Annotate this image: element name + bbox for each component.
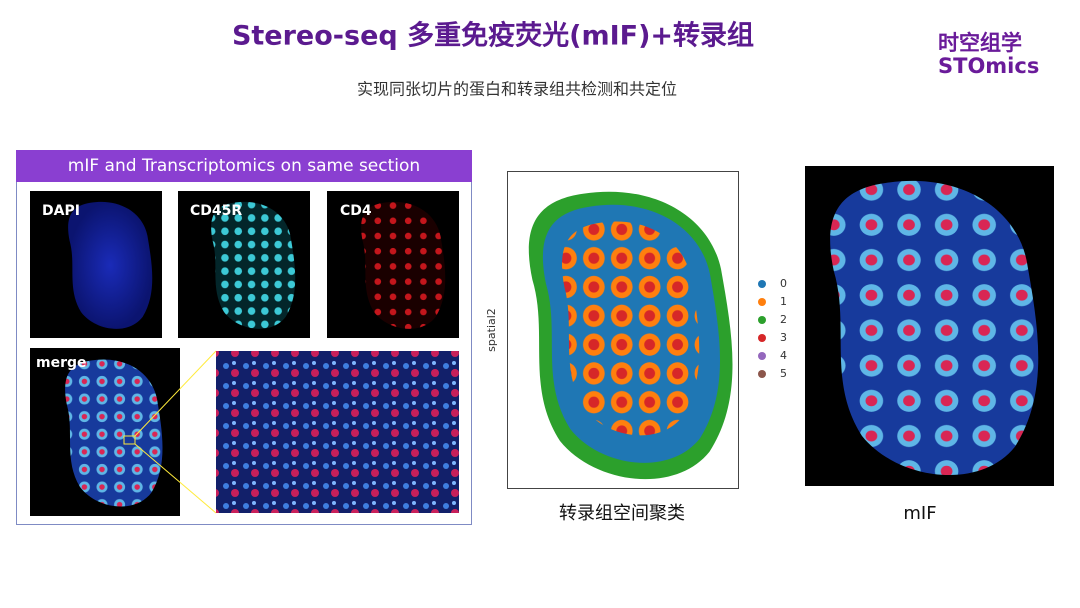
- y-label: spatial2: [485, 308, 498, 352]
- panel-title: mIF and Transcriptomics on same section: [68, 156, 420, 176]
- subtitle: 实现同张切片的蛋白和转录组共检测和共定位: [357, 80, 677, 99]
- tissue: [211, 201, 296, 329]
- zoom-line: [134, 350, 217, 437]
- zoom-line: [134, 443, 217, 514]
- legend-dot: [758, 334, 766, 342]
- tissue: [361, 201, 446, 329]
- cluster-caption: 转录组空间聚类: [559, 503, 685, 524]
- image-label: CD4: [340, 203, 372, 219]
- legend-label: 2: [780, 313, 787, 326]
- legend-dot: [758, 298, 766, 306]
- logo-line1: 时空组学: [938, 31, 1022, 55]
- legend-label: 3: [780, 331, 787, 344]
- image-label: CD45R: [190, 203, 242, 219]
- zoom-box: [123, 435, 136, 445]
- tissue: [830, 180, 1039, 476]
- legend: 0 1 2 3 4 5: [758, 277, 787, 380]
- legend-label: 5: [780, 367, 787, 380]
- tissue: [561, 221, 700, 436]
- legend-dot: [758, 352, 766, 360]
- legend-dot: [758, 316, 766, 324]
- legend-dot: [758, 280, 766, 288]
- legend-dot: [758, 370, 766, 378]
- legend-label: 4: [780, 349, 787, 362]
- title: Stereo-seq 多重免疫荧光(mIF)+转录组: [232, 20, 754, 52]
- legend-label: 0: [780, 277, 787, 290]
- legend-label: 1: [780, 295, 787, 308]
- tissue: [68, 201, 153, 329]
- image-label: merge: [36, 355, 87, 371]
- tissue: [65, 359, 163, 507]
- zoom-image: [216, 351, 459, 513]
- mif-caption: mIF: [903, 503, 936, 524]
- image-label: DAPI: [42, 203, 80, 219]
- panel-header: [16, 150, 472, 182]
- logo-line2: STOmics: [938, 54, 1039, 78]
